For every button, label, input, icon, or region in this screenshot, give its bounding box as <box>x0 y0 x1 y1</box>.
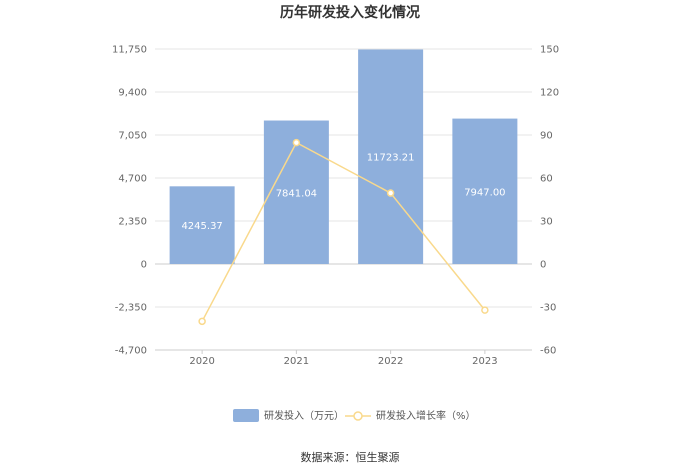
line-point <box>386 189 395 197</box>
x-tick-label: 2022 <box>378 356 403 367</box>
bar-value-label: 7947.00 <box>464 187 505 198</box>
right-axis: -60 -30 0 30 60 90 120 150 <box>540 45 559 357</box>
bar-value-label: 7841.04 <box>276 188 317 199</box>
source-text: 数据来源：恒生聚源 <box>301 450 400 464</box>
x-tick-label: 2020 <box>189 356 214 367</box>
legend-bar-swatch <box>233 409 259 422</box>
bar-series <box>169 49 518 264</box>
right-tick-label: 30 <box>540 217 553 228</box>
line-series <box>198 138 489 326</box>
chart-title: 历年研发投入变化情况 <box>280 4 420 21</box>
legend-bar-label[interactable]: 研发投入（万元） <box>264 409 344 422</box>
left-tick-label: -2,350 <box>115 303 147 314</box>
line-point <box>481 306 489 314</box>
x-tick-label: 2023 <box>472 356 497 367</box>
left-tick-label: 7,050 <box>118 131 147 142</box>
left-tick-label: 11,750 <box>112 45 147 56</box>
right-tick-label: 120 <box>540 88 559 99</box>
right-tick-label: 60 <box>540 174 553 185</box>
left-axis: -4,700 -2,350 0 2,350 4,700 7,050 9,400 11,750 <box>112 45 147 357</box>
growth-line <box>201 141 486 322</box>
x-tick-label: 2021 <box>284 356 309 367</box>
right-tick-label: 0 <box>540 260 546 271</box>
left-tick-label: 2,350 <box>118 217 147 228</box>
legend-line-label[interactable]: 研发投入增长率（%） <box>376 409 476 422</box>
left-tick-label: 9,400 <box>118 88 147 99</box>
right-tick-label: 90 <box>540 131 553 142</box>
bar <box>358 49 424 264</box>
left-tick-label: 4,700 <box>118 174 147 185</box>
line-point <box>198 317 206 326</box>
bar-labels: 4245.37 7841.04 11723.21 7947.00 <box>181 153 505 232</box>
legend: 研发投入（万元） 研发投入增长率（%） <box>233 409 476 422</box>
right-tick-label: 150 <box>540 45 559 56</box>
right-tick-label: -30 <box>540 303 556 314</box>
legend-line-marker <box>353 411 363 421</box>
line-point <box>292 138 301 147</box>
bar <box>169 186 235 264</box>
x-axis: 2020 2021 2022 2023 <box>155 349 532 367</box>
bar-value-label: 11723.21 <box>367 153 415 164</box>
right-tick-label: -60 <box>540 346 556 357</box>
left-tick-label: 0 <box>141 260 147 271</box>
left-tick-label: -4,700 <box>115 346 147 357</box>
bar-value-label: 4245.37 <box>181 221 222 232</box>
bar <box>452 118 518 264</box>
